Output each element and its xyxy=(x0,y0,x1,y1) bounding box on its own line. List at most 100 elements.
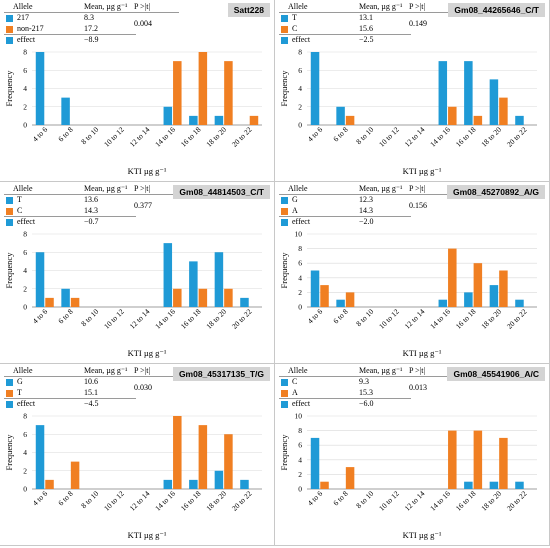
y-tick-label: 0 xyxy=(23,121,27,130)
bar-c-9 xyxy=(515,481,524,489)
legend-swatch xyxy=(281,26,288,33)
allele-label: effect xyxy=(292,35,311,44)
x-tick-label: 16 to 18 xyxy=(179,125,203,149)
legend-swatch xyxy=(6,379,13,386)
x-tick-label: 16 to 18 xyxy=(179,307,203,331)
stats-header-mean: Mean, µg g⁻¹ xyxy=(84,366,128,375)
x-tick-label: 6 to 8 xyxy=(331,125,350,144)
bar-t-9 xyxy=(515,115,524,125)
x-tick-label: 18 to 20 xyxy=(204,307,228,331)
y-tick-label: 4 xyxy=(298,84,302,93)
y-axis-title: Frequency xyxy=(4,70,14,107)
legend-swatch xyxy=(6,208,13,215)
p-value: 0.004 xyxy=(134,19,152,28)
allele-label: effect xyxy=(17,217,36,226)
x-tick-label: 6 to 8 xyxy=(56,489,75,508)
allele-label: C xyxy=(292,377,298,386)
x-tick-label: 14 to 16 xyxy=(153,125,177,149)
stats-row: effect −8.9 xyxy=(4,35,136,46)
mean-value: 12.3 xyxy=(359,195,373,204)
bar-g-9 xyxy=(240,479,249,489)
bar-t-7 xyxy=(198,425,208,489)
stats-header-allele: Allele xyxy=(13,2,33,11)
y-tick-label: 6 xyxy=(23,430,27,439)
x-tick-label: 6 to 8 xyxy=(56,307,75,326)
x-axis-title: KTI µg g⁻¹ xyxy=(128,348,167,358)
x-tick-label: 14 to 16 xyxy=(428,125,452,149)
bar-a-2 xyxy=(345,467,355,489)
stats-header-allele: Allele xyxy=(288,366,308,375)
stats-header-p: P >|t| xyxy=(409,366,426,375)
x-tick-label: 20 to 22 xyxy=(230,489,254,513)
y-tick-label: 8 xyxy=(23,412,27,421)
mean-value: 15.6 xyxy=(359,24,373,33)
allele-label: A xyxy=(292,388,298,397)
legend-swatch xyxy=(6,37,13,44)
bar-t-7 xyxy=(464,61,473,125)
x-tick-label: 12 to 14 xyxy=(403,489,427,513)
table-rule xyxy=(4,12,179,13)
stats-header-mean: Mean, µg g⁻¹ xyxy=(84,184,128,193)
table-rule xyxy=(279,398,411,399)
allele-label: G xyxy=(292,195,298,204)
x-axis-title: KTI µg g⁻¹ xyxy=(128,530,167,540)
bar-c-1 xyxy=(45,297,54,307)
p-value: 0.030 xyxy=(134,383,152,392)
bar-t-8 xyxy=(214,252,224,307)
p-value: 0.156 xyxy=(409,201,427,210)
x-tick-label: 20 to 22 xyxy=(505,307,529,331)
x-tick-label: 8 to 10 xyxy=(79,125,100,146)
legend-swatch xyxy=(281,219,288,226)
x-axis-title: KTI µg g⁻¹ xyxy=(403,348,442,358)
mean-value: −2.0 xyxy=(359,217,374,226)
mean-value: −2.5 xyxy=(359,35,374,44)
bar-c-2 xyxy=(70,297,80,307)
stats-row: A 15.3 xyxy=(279,388,411,399)
x-tick-label: 14 to 16 xyxy=(428,307,452,331)
legend-swatch xyxy=(6,26,13,33)
stats-row: C 15.6 xyxy=(279,24,411,35)
bar-217-8 xyxy=(214,115,224,125)
bar-c-8 xyxy=(489,481,499,489)
bar-t-6 xyxy=(163,243,173,307)
y-tick-label: 2 xyxy=(298,470,302,479)
stats-header-mean: Mean, µg g⁻¹ xyxy=(359,2,403,11)
y-tick-label: 10 xyxy=(295,412,303,421)
stats-header-mean: Mean, µg g⁻¹ xyxy=(84,2,128,11)
x-tick-label: 14 to 16 xyxy=(153,489,177,513)
x-tick-label: 12 to 14 xyxy=(403,307,427,331)
x-tick-label: 4 to 6 xyxy=(31,489,50,508)
y-tick-label: 2 xyxy=(23,466,27,475)
stats-header-allele: Allele xyxy=(13,366,33,375)
bar-t-6 xyxy=(438,61,448,125)
x-tick-label: 18 to 20 xyxy=(479,489,503,513)
bar-non-217-7 xyxy=(198,52,208,125)
bar-t-2 xyxy=(61,288,70,307)
allele-label: A xyxy=(292,206,298,215)
allele-label: T xyxy=(292,13,297,22)
stats-header-allele: Allele xyxy=(13,184,33,193)
x-tick-label: 18 to 20 xyxy=(204,125,228,149)
allele-label: effect xyxy=(17,35,36,44)
table-rule xyxy=(4,376,179,377)
x-tick-label: 18 to 20 xyxy=(479,125,503,149)
bar-t-1 xyxy=(310,52,320,125)
y-tick-label: 0 xyxy=(23,485,27,494)
y-axis-title: Frequency xyxy=(4,252,14,289)
bar-c-1 xyxy=(310,437,320,489)
table-rule xyxy=(4,194,179,195)
legend-swatch xyxy=(6,401,13,408)
x-tick-label: 16 to 18 xyxy=(454,489,478,513)
legend-swatch xyxy=(6,15,13,22)
allele-label: T xyxy=(17,388,22,397)
mean-value: 15.3 xyxy=(359,388,373,397)
allele-label: G xyxy=(17,377,23,386)
bar-a-7 xyxy=(473,430,483,489)
x-tick-label: 10 to 12 xyxy=(377,125,401,149)
table-rule xyxy=(4,34,136,35)
x-tick-label: 4 to 6 xyxy=(306,307,325,326)
